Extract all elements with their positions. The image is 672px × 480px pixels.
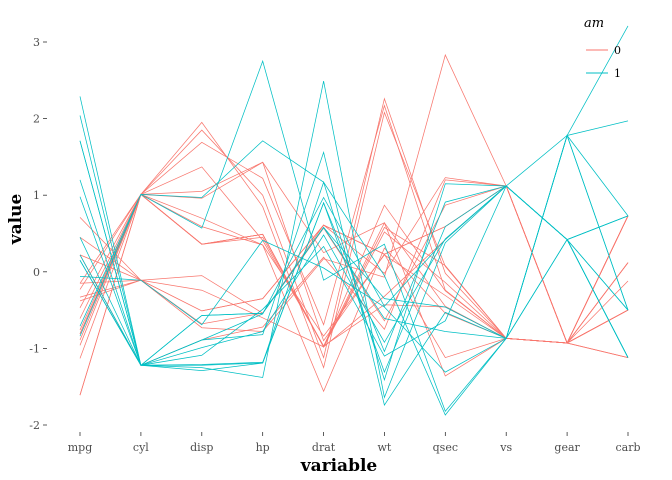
x-tick-label-drat: drat [312,441,336,454]
x-tick-label-wt: wt [378,441,392,454]
y-axis-title: value [6,194,26,246]
series-line-am0-5 [79,53,629,344]
series-line-am0-2 [79,185,629,348]
legend: am 0 1 [584,16,621,80]
series-line-am0-12 [79,97,629,396]
legend-label-0: 0 [614,44,621,57]
x-tick-label-qsec: qsec [433,441,458,454]
y-tick-label: 1 [33,189,40,202]
series-line-am1-31 [79,185,629,366]
x-tick-label-disp: disp [190,441,213,454]
series-line-am0-9 [79,193,629,348]
x-tick-label-mpg: mpg [68,441,93,454]
x-tick-label-vs: vs [499,441,512,454]
series-line-am0-17 [79,161,629,377]
series-line-am1-27 [79,134,629,366]
y-axis: -2 -1 0 1 2 3 [29,36,47,432]
series-line-am0-11 [79,111,629,396]
x-tick-label-carb: carb [615,441,640,454]
series-line-am1-23 [79,81,629,399]
x-tick-label-cyl: cyl [133,441,149,454]
x-tick-label-hp: hp [256,441,270,454]
series-line-am0-18 [79,166,629,347]
x-axis-title: variable [300,456,378,476]
series-line-am0-16 [79,193,629,344]
legend-title: am [584,16,604,31]
x-axis: mpg cyl disp hp drat wt qsec vs gear carb [68,432,641,454]
y-tick-label: -2 [29,419,40,432]
series-line-am0-10 [79,193,629,348]
series-line-am1-29 [79,120,629,373]
series-line-am0-3 [79,161,629,359]
series-line-am0-1 [79,193,629,347]
series-line-am1-20 [79,215,629,366]
series-line-am0-13 [79,104,629,344]
y-tick-label: 2 [33,113,40,126]
legend-label-1: 1 [614,67,621,80]
y-tick-label: 0 [33,266,40,279]
series-lines [79,25,629,416]
series-line-am1-30 [79,25,629,412]
x-tick-label-gear: gear [554,441,580,454]
y-tick-label: 3 [33,36,40,49]
series-line-am0-8 [79,193,629,348]
y-tick-label: -1 [29,342,40,355]
